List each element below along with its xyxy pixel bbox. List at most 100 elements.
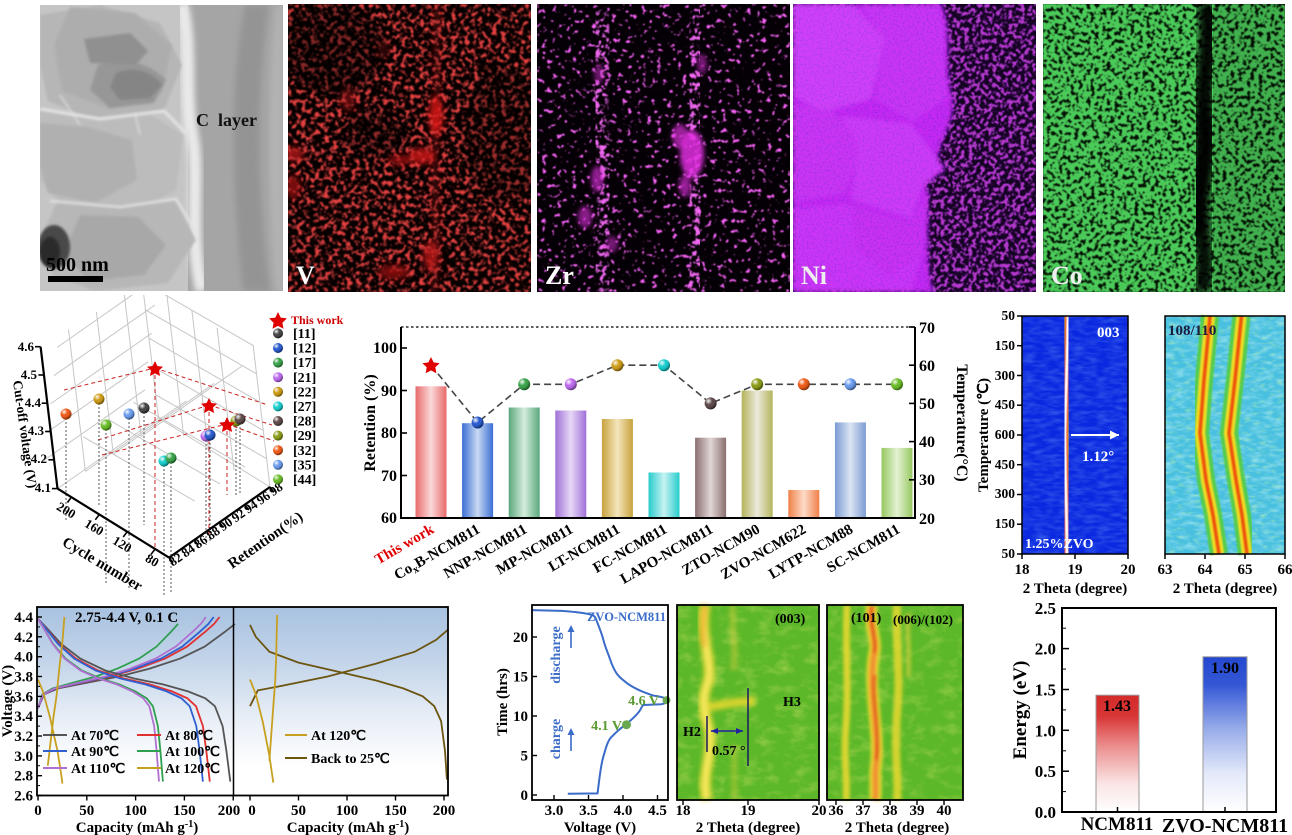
svg-text:4.5: 4.5 (21, 367, 38, 382)
svg-text:003: 003 (1097, 325, 1120, 341)
svg-text:66: 66 (1278, 562, 1292, 578)
svg-text:1.90: 1.90 (1211, 660, 1239, 677)
svg-text:1.12°: 1.12° (1082, 449, 1114, 465)
svg-text:[28]: [28] (293, 415, 316, 430)
svg-text:50: 50 (291, 803, 306, 819)
svg-text:[44]: [44] (293, 473, 316, 488)
svg-text:3.0: 3.0 (545, 803, 564, 819)
svg-text:4.4: 4.4 (14, 610, 33, 626)
svg-text:(101): (101) (851, 611, 882, 626)
svg-text:2.8: 2.8 (14, 769, 33, 785)
svg-text:70: 70 (919, 320, 935, 337)
svg-text:At 120℃: At 120℃ (311, 729, 366, 744)
svg-text:65: 65 (1238, 562, 1253, 578)
svg-text:80: 80 (381, 425, 397, 442)
svg-text:At 90℃: At 90℃ (71, 745, 119, 760)
svg-text:Zr: Zr (545, 261, 574, 290)
svg-text:Temperature(°C): Temperature(°C) (953, 364, 970, 481)
svg-text:This work: This work (291, 313, 344, 327)
svg-text:70: 70 (381, 468, 397, 485)
svg-text:Voltage (V): Voltage (V) (0, 665, 16, 737)
svg-text:Time (hrs): Time (hrs) (495, 668, 511, 736)
svg-text:[29]: [29] (293, 429, 316, 444)
svg-text:64: 64 (1198, 562, 1214, 578)
svg-text:3.2: 3.2 (14, 729, 33, 745)
svg-text:At 80℃: At 80℃ (165, 729, 213, 744)
svg-text:Co: Co (1051, 261, 1083, 290)
svg-text:4.6 V: 4.6 V (628, 694, 659, 709)
svg-text:20: 20 (1121, 562, 1136, 578)
svg-text:150: 150 (995, 338, 1016, 353)
svg-text:[22]: [22] (293, 385, 316, 400)
svg-text:3.8: 3.8 (14, 670, 33, 686)
svg-text:300: 300 (995, 486, 1016, 501)
svg-text:3.6: 3.6 (14, 689, 33, 705)
svg-text:Back to 25℃: Back to 25℃ (311, 752, 390, 767)
svg-text:[17]: [17] (293, 356, 316, 371)
svg-text:4.3: 4.3 (28, 423, 45, 438)
svg-text:Retention (%): Retention (%) (362, 374, 379, 471)
svg-text:(006)/(102): (006)/(102) (893, 612, 953, 627)
svg-text:80: 80 (143, 550, 162, 570)
svg-text:1.43: 1.43 (1103, 698, 1131, 715)
svg-text:4.0: 4.0 (614, 803, 633, 819)
svg-text:4.2: 4.2 (31, 451, 47, 466)
svg-text:4.1 V: 4.1 V (591, 719, 622, 734)
svg-text:Ni: Ni (801, 261, 827, 290)
svg-text:1.0: 1.0 (1035, 721, 1056, 740)
svg-text:discharge: discharge (549, 626, 564, 684)
svg-text:300: 300 (995, 368, 1016, 383)
svg-text:ZVO-NCM811: ZVO-NCM811 (587, 610, 666, 624)
svg-text:19: 19 (741, 803, 756, 819)
svg-text:H3: H3 (783, 695, 801, 710)
svg-text:450: 450 (995, 457, 1016, 472)
svg-text:2.75-4.4 V, 0.1 C: 2.75-4.4 V, 0.1 C (75, 610, 178, 626)
svg-text:V: V (296, 261, 315, 290)
svg-text:120: 120 (110, 533, 134, 556)
svg-text:charge: charge (549, 719, 564, 759)
svg-text:At 70℃: At 70℃ (71, 729, 119, 744)
svg-text:(003): (003) (775, 612, 806, 627)
svg-text:0: 0 (34, 803, 42, 819)
svg-text:50: 50 (79, 803, 94, 819)
svg-text:[11]: [11] (293, 327, 316, 342)
svg-text:0.57 °: 0.57 ° (712, 744, 746, 759)
svg-text:100: 100 (124, 803, 147, 819)
svg-text:600: 600 (995, 427, 1016, 442)
svg-text:36: 36 (829, 803, 845, 819)
svg-text:100: 100 (336, 803, 359, 819)
svg-text:2.6: 2.6 (14, 789, 33, 805)
svg-text:Voltage (V): Voltage (V) (564, 820, 636, 835)
svg-text:2.0: 2.0 (1035, 640, 1056, 659)
svg-text:At 110℃: At 110℃ (71, 762, 126, 777)
svg-text:60: 60 (381, 510, 397, 527)
svg-text:10: 10 (513, 709, 528, 725)
svg-text:0: 0 (248, 803, 256, 819)
svg-text:40: 40 (919, 434, 935, 451)
svg-text:[21]: [21] (293, 371, 316, 386)
svg-text:At 100℃: At 100℃ (165, 745, 220, 760)
svg-text:63: 63 (1158, 562, 1173, 578)
svg-text:50: 50 (1002, 546, 1016, 561)
svg-text:60: 60 (919, 358, 935, 375)
svg-text:Capacity (mAh g-1): Capacity (mAh g-1) (287, 819, 410, 835)
svg-text:150: 150 (384, 803, 407, 819)
svg-text:37: 37 (856, 803, 872, 819)
svg-text:200: 200 (433, 803, 456, 819)
svg-text:ZVO-NCM811: ZVO-NCM811 (1162, 815, 1288, 835)
svg-text:At 120℃: At 120℃ (165, 762, 220, 777)
svg-text:90: 90 (381, 383, 397, 400)
svg-text:2.5: 2.5 (1035, 599, 1056, 618)
svg-text:2 Theta (degree): 2 Theta (degree) (845, 820, 949, 835)
svg-text:20: 20 (812, 803, 827, 819)
svg-text:2 Theta (degree): 2 Theta (degree) (1023, 581, 1127, 597)
svg-text:15: 15 (513, 670, 528, 686)
svg-text:3.0: 3.0 (14, 749, 33, 765)
svg-text:4.1: 4.1 (35, 480, 51, 495)
svg-text:18: 18 (676, 803, 691, 819)
svg-text:18: 18 (1015, 562, 1030, 578)
svg-text:3.4: 3.4 (14, 709, 33, 725)
svg-text:500 nm: 500 nm (46, 254, 109, 276)
svg-text:Energy (eV): Energy (eV) (1010, 661, 1031, 760)
svg-text:4.2: 4.2 (14, 630, 33, 646)
